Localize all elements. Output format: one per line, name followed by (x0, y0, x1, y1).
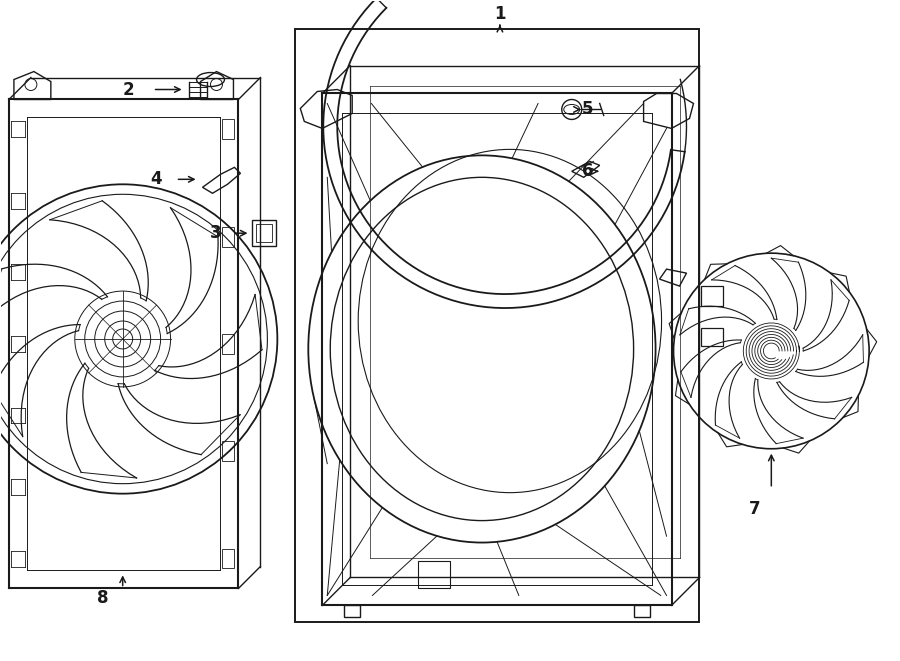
Text: 8: 8 (97, 590, 109, 607)
Bar (256, 224, 273, 242)
Text: 4: 4 (149, 171, 161, 188)
Bar (222, 227, 235, 247)
Text: 5: 5 (582, 100, 593, 118)
Bar (418, 561, 450, 588)
Bar (701, 286, 724, 306)
Bar (222, 334, 235, 354)
Bar (222, 549, 235, 568)
Text: 2: 2 (123, 81, 134, 98)
Bar (295, 28, 699, 623)
Bar (222, 120, 235, 139)
Bar (701, 328, 724, 346)
Bar (252, 220, 276, 246)
Text: 6: 6 (582, 163, 593, 180)
Text: 1: 1 (494, 5, 506, 22)
Bar (222, 442, 235, 461)
Text: 3: 3 (210, 224, 221, 242)
Text: 7: 7 (749, 500, 760, 518)
